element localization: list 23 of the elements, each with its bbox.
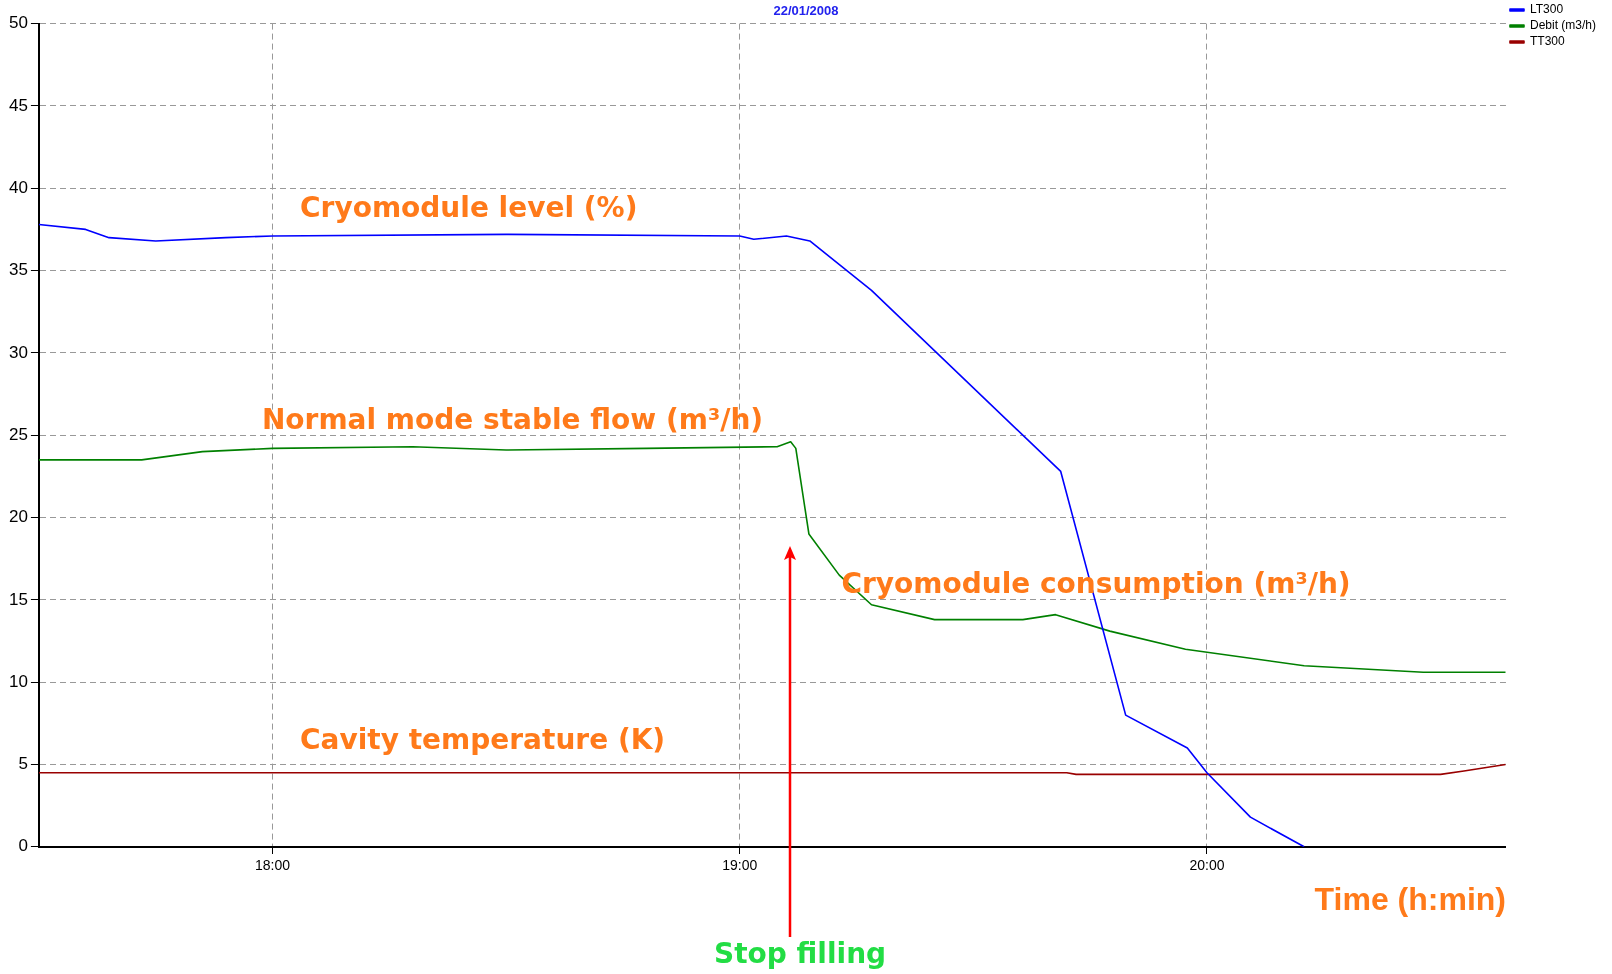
x-tick-label: 19:00: [722, 857, 758, 874]
x-tick-label: 20:00: [1189, 857, 1225, 874]
legend-label: TT300: [1529, 34, 1565, 49]
annotation: Cryomodule level (%): [300, 191, 638, 225]
y-tick-label: 30: [8, 342, 28, 362]
y-tick-label: 35: [8, 260, 28, 280]
x-tick-label: 18:00: [255, 857, 291, 874]
annotation: Normal mode stable flow (m³/h): [261, 403, 764, 437]
text: Stop filling: [714, 937, 887, 971]
y-tick-label: 45: [8, 95, 28, 115]
y-tick-label: 25: [8, 424, 28, 444]
y-tick-label: 0: [18, 836, 28, 856]
y-tick-label: 15: [8, 589, 28, 609]
y-tick-label: 40: [8, 177, 28, 197]
y-tick-label: 5: [18, 754, 28, 774]
annotation: Cavity temperature (K): [300, 722, 666, 756]
y-tick-label: 20: [8, 507, 28, 527]
legend-label: Debit (m3/h): [1529, 18, 1597, 33]
chart-title: 22/01/2008: [773, 3, 839, 19]
legend-label: LT300: [1529, 2, 1564, 17]
y-tick-label: 50: [8, 13, 28, 33]
y-tick-label: 10: [8, 671, 28, 691]
x-axis-title: Time (h:min): [1314, 880, 1506, 917]
